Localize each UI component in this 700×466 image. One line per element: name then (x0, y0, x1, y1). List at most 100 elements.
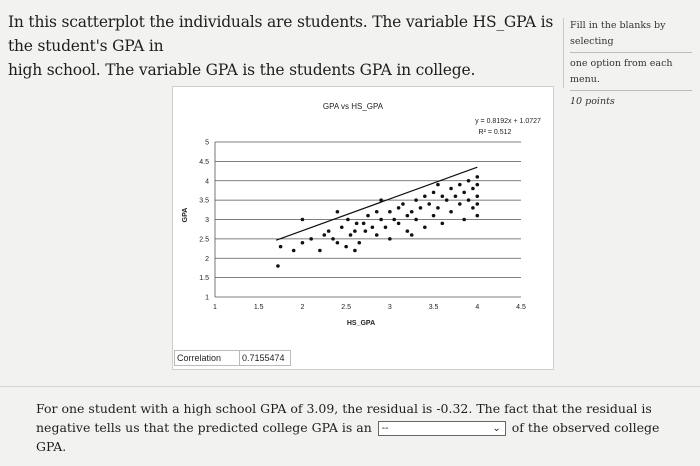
data-point (326, 229, 331, 233)
data-point (458, 202, 462, 206)
data-point (462, 190, 466, 195)
data-point (440, 221, 445, 226)
data-point (344, 244, 348, 249)
data-point (339, 225, 344, 230)
x-tick-label: 1.5 (254, 304, 264, 311)
y-tick-label: 5 (205, 140, 209, 147)
chart-title: GPA vs HS_GPA (323, 102, 384, 111)
instructions-divider (570, 52, 692, 53)
x-axis-label: HS_GPA (347, 320, 375, 327)
y-tick-label: 1.5 (199, 275, 209, 282)
correlation-label: Correlation (174, 350, 240, 366)
data-point (388, 209, 392, 214)
data-point (396, 206, 401, 210)
data-point (475, 202, 480, 206)
trendline-equation: y = 0.8192x + 1.0727 (475, 118, 541, 125)
x-tick-label: 2.5 (341, 304, 351, 311)
chevron-down-icon: ⌄ (492, 423, 501, 434)
data-point (414, 217, 418, 222)
y-tick-label: 4 (205, 178, 209, 185)
data-point (388, 237, 392, 241)
instructions-line-2: one option from each menu. (570, 58, 673, 85)
trendline (275, 166, 478, 241)
dropdown-value: -- (381, 423, 389, 434)
data-point (363, 229, 368, 233)
y-tick-label: 3.5 (199, 198, 209, 205)
points-label: 10 points (570, 96, 615, 107)
data-point (431, 190, 436, 195)
data-point (418, 206, 423, 210)
data-point (318, 248, 322, 253)
data-point (300, 217, 305, 222)
question-line-1: In this scatterplot the individuals are … (8, 13, 554, 55)
data-point (475, 194, 480, 199)
question-line-2: high school. The variable GPA is the stu… (8, 61, 476, 79)
data-point (436, 182, 440, 187)
data-point (475, 175, 480, 179)
data-point (436, 206, 440, 210)
data-point (357, 240, 362, 245)
data-point (374, 233, 379, 237)
data-point (449, 209, 453, 214)
data-point (453, 194, 458, 199)
data-point (300, 240, 305, 245)
data-point (405, 229, 410, 233)
x-tick-label: 2 (300, 304, 304, 311)
data-point (427, 202, 431, 206)
question-prompt: For one student with a high school GPA o… (36, 399, 676, 456)
data-point (374, 209, 379, 214)
data-point (335, 209, 340, 214)
data-point (379, 217, 383, 222)
data-point (405, 213, 410, 218)
data-point (383, 225, 388, 230)
data-point (348, 233, 353, 237)
data-point (475, 182, 480, 187)
data-point (361, 221, 366, 226)
data-point (423, 194, 427, 199)
data-point (431, 213, 436, 218)
scatterplot-chart: GPA vs HS_GPA y = 0.8192x + 1.0727 R² = … (172, 86, 554, 370)
data-point (471, 206, 475, 210)
data-point (396, 221, 401, 226)
data-point (276, 264, 280, 268)
data-point (370, 225, 375, 230)
y-tick-label: 1 (205, 295, 209, 302)
data-point (440, 194, 445, 199)
data-point (466, 198, 471, 202)
y-axis-label: GPA (182, 208, 189, 223)
x-tick-label: 3 (388, 304, 392, 311)
data-point (353, 248, 357, 253)
x-tick-label: 4 (475, 304, 479, 311)
instructions-panel: Fill in the blanks by selecting one opti… (563, 18, 700, 107)
data-point (392, 217, 397, 222)
data-point (379, 198, 383, 202)
data-point (462, 217, 466, 222)
data-point (322, 233, 327, 237)
scatterplot-svg: GPA vs HS_GPA y = 0.8192x + 1.0727 R² = … (182, 102, 541, 327)
data-point (409, 233, 414, 237)
data-point (335, 240, 340, 245)
data-point (346, 217, 350, 222)
data-point (401, 202, 405, 206)
r-squared-label: R² = 0.512 (479, 129, 512, 136)
data-point (423, 225, 427, 230)
data-point (466, 178, 471, 183)
prompt-text-after: of the observed college GPA. (36, 420, 660, 454)
data-point (278, 244, 283, 249)
correlation-value: 0.7155474 (239, 350, 291, 366)
data-point (366, 213, 370, 218)
data-point (291, 248, 296, 253)
instructions-divider-2 (570, 90, 692, 91)
data-point (449, 186, 453, 191)
answer-dropdown[interactable]: -- ⌄ (377, 421, 506, 436)
x-tick-label: 3.5 (429, 304, 439, 311)
prompt-text-before: For one student with a high school GPA o… (36, 401, 652, 435)
x-tick-label: 1 (213, 304, 217, 311)
data-point (331, 237, 335, 241)
data-point (458, 182, 462, 187)
data-point (353, 229, 357, 233)
y-tick-label: 4.5 (199, 159, 209, 166)
x-tick-label: 4.5 (516, 304, 526, 311)
instructions-line-1: Fill in the blanks by selecting (570, 20, 666, 47)
data-point (414, 198, 418, 202)
